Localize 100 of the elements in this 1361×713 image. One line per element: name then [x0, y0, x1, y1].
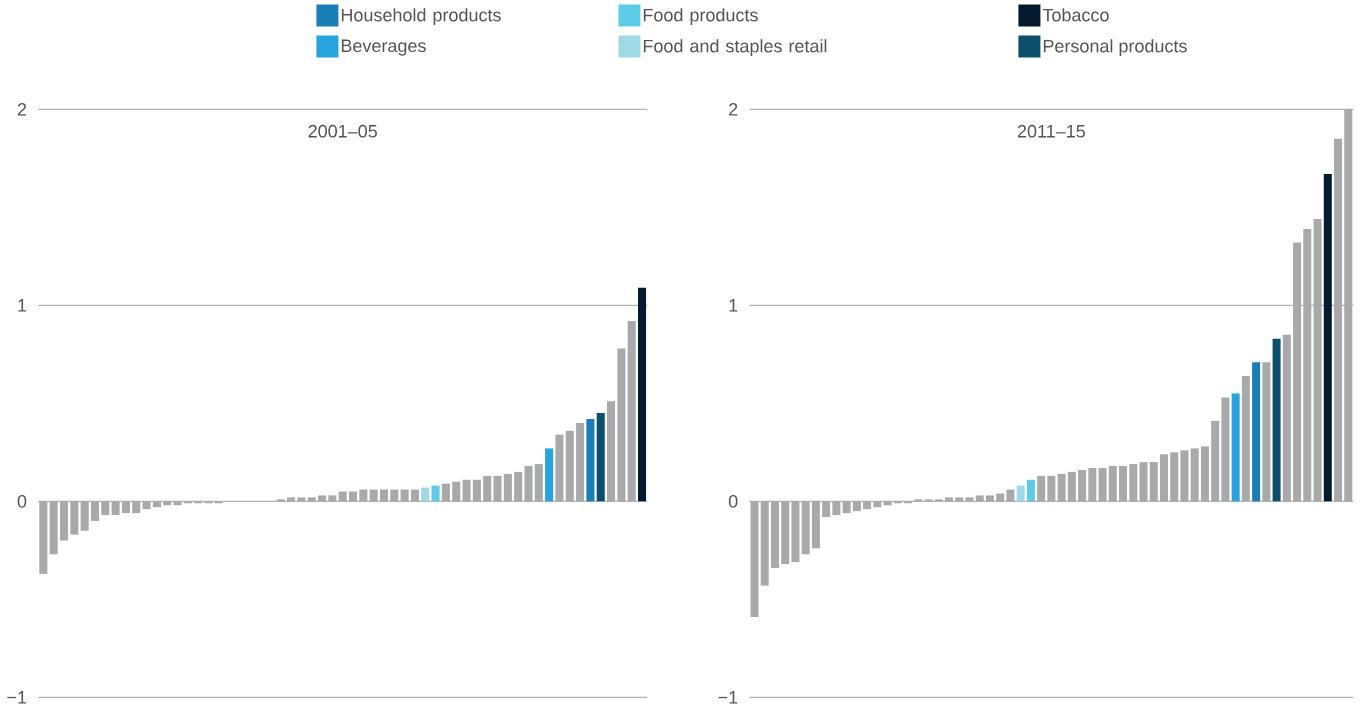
bar	[863, 501, 872, 510]
bar	[607, 401, 616, 502]
bar	[586, 419, 595, 502]
bar	[1139, 462, 1148, 502]
bar	[1149, 462, 1158, 502]
bar	[555, 434, 564, 502]
bar	[770, 501, 779, 568]
bar	[59, 501, 69, 541]
y-tick-label: 0	[17, 494, 27, 508]
bar	[955, 497, 964, 502]
bar	[1067, 471, 1076, 502]
bar	[359, 489, 368, 502]
bar	[883, 501, 892, 506]
bar	[1078, 469, 1087, 502]
bar	[297, 497, 306, 502]
bar	[121, 501, 130, 514]
bar	[328, 495, 337, 502]
bar	[1303, 228, 1312, 502]
bar	[832, 501, 841, 516]
bar	[617, 348, 626, 502]
bar	[287, 497, 296, 502]
bar	[1088, 468, 1097, 502]
bar	[1282, 334, 1291, 502]
bar	[1129, 464, 1138, 502]
bar	[462, 479, 471, 502]
y-tick-label: −1	[718, 691, 738, 704]
legend-label: Beverages	[341, 39, 426, 56]
bar	[369, 489, 378, 502]
bar	[1313, 219, 1322, 502]
bar	[811, 501, 820, 549]
bar	[1108, 466, 1117, 502]
bar	[873, 501, 882, 508]
bar	[348, 491, 358, 502]
bar	[1262, 362, 1271, 502]
bar	[1098, 468, 1107, 502]
bar	[1006, 489, 1015, 502]
bar	[421, 487, 430, 502]
bar	[524, 466, 533, 502]
bar	[163, 501, 172, 506]
bar	[39, 501, 48, 574]
y-tick-label: 0	[728, 494, 738, 508]
bar	[1334, 138, 1343, 502]
legend-label: Food products	[643, 8, 758, 25]
bar	[791, 501, 800, 563]
bar	[49, 501, 58, 555]
bar	[965, 497, 974, 502]
bar	[379, 489, 389, 502]
bar	[472, 479, 481, 502]
bar	[852, 501, 861, 512]
bar	[1241, 375, 1250, 502]
bar	[307, 497, 316, 502]
bar	[760, 501, 769, 586]
bar	[1160, 454, 1168, 502]
bar	[101, 501, 110, 516]
bar	[596, 413, 605, 502]
bar	[1221, 397, 1230, 502]
bar	[985, 495, 994, 502]
bar	[441, 483, 450, 502]
bar	[90, 501, 99, 521]
bar	[781, 501, 790, 565]
bar	[70, 501, 79, 535]
bar	[842, 501, 851, 514]
y-tick-label: 1	[18, 299, 27, 312]
bar	[627, 321, 636, 502]
bar	[111, 501, 120, 516]
bar	[975, 495, 984, 502]
bar	[545, 448, 554, 502]
bar	[390, 489, 399, 502]
bar	[318, 495, 327, 502]
bar	[410, 489, 419, 502]
bar	[1200, 446, 1209, 502]
bar	[152, 501, 161, 508]
bar	[452, 481, 461, 502]
text: 2011–15	[1017, 124, 1085, 138]
bar	[514, 471, 523, 502]
bar	[565, 430, 574, 502]
bar	[1057, 473, 1066, 502]
bar	[996, 493, 1005, 502]
bar	[822, 501, 831, 517]
legend-label: Household products	[341, 8, 501, 25]
bar	[1231, 393, 1240, 502]
bar	[1252, 362, 1261, 502]
bar	[1180, 450, 1189, 502]
bar	[400, 489, 409, 502]
bar	[431, 485, 440, 502]
bar	[503, 473, 512, 502]
bar	[1037, 475, 1046, 502]
bar	[483, 475, 492, 502]
bar	[576, 422, 585, 502]
legend-label: Food and staples retail	[643, 39, 827, 56]
y-tick-label: 1	[729, 299, 738, 312]
y-tick-label: 2	[17, 103, 27, 116]
legend-label: Personal products	[1043, 39, 1187, 56]
bar	[1119, 466, 1128, 502]
bar	[534, 464, 543, 502]
bar	[1190, 448, 1199, 502]
bar	[493, 475, 502, 502]
bar	[945, 497, 953, 502]
bar	[173, 501, 182, 506]
bar	[1026, 479, 1035, 502]
